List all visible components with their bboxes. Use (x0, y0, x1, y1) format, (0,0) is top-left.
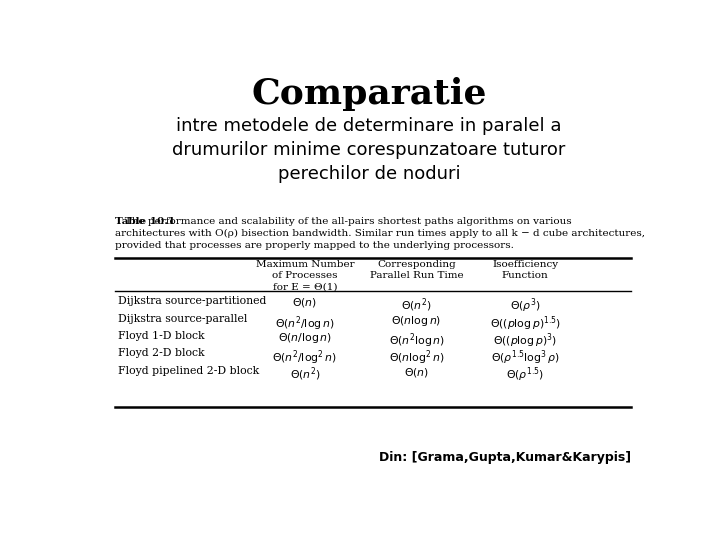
Text: Dijkstra source-parallel: Dijkstra source-parallel (118, 314, 247, 325)
Text: Maximum Number
of Processes
for E = Θ(1): Maximum Number of Processes for E = Θ(1) (256, 260, 354, 292)
Text: Floyd 1-D block: Floyd 1-D block (118, 331, 204, 341)
Text: Isoefficiency
Function: Isoefficiency Function (492, 260, 558, 280)
Text: $\Theta(n\log n)$: $\Theta(n\log n)$ (392, 314, 441, 328)
Text: $\Theta(n)$: $\Theta(n)$ (292, 296, 318, 309)
Text: $\Theta(n\log^2 n)$: $\Theta(n\log^2 n)$ (389, 348, 444, 367)
Text: Table 10.1: Table 10.1 (115, 217, 176, 226)
Text: $\Theta(\rho^{1.5})$: $\Theta(\rho^{1.5})$ (506, 366, 544, 384)
Text: $\Theta(\rho^{1.5}\log^3\rho)$: $\Theta(\rho^{1.5}\log^3\rho)$ (491, 348, 559, 367)
Text: $\Theta((p\log p)^{1.5})$: $\Theta((p\log p)^{1.5})$ (490, 314, 561, 333)
Text: $\Theta((p\log p)^3)$: $\Theta((p\log p)^3)$ (493, 331, 557, 349)
Text: Floyd 2-D block: Floyd 2-D block (118, 348, 204, 359)
Text: $\Theta(n^2)$: $\Theta(n^2)$ (401, 296, 432, 314)
Text: The performance and scalability of the all-pairs shortest paths algorithms on va: The performance and scalability of the a… (115, 217, 645, 250)
Text: $\Theta(n^2/\log^2 n)$: $\Theta(n^2/\log^2 n)$ (272, 348, 337, 367)
Text: $\Theta(n)$: $\Theta(n)$ (404, 366, 429, 379)
Text: $\Theta(n^2/\log n)$: $\Theta(n^2/\log n)$ (275, 314, 335, 333)
Text: Dijkstra source-partitioned: Dijkstra source-partitioned (118, 296, 266, 306)
Text: $\Theta(n/\log n)$: $\Theta(n/\log n)$ (278, 331, 332, 345)
Text: $\Theta(\rho^3)$: $\Theta(\rho^3)$ (510, 296, 541, 315)
Text: Corresponding
Parallel Run Time: Corresponding Parallel Run Time (369, 260, 463, 280)
Text: intre metodele de determinare in paralel a
drumurilor minime corespunzatoare tut: intre metodele de determinare in paralel… (172, 117, 566, 184)
Text: Din: [Grama,Gupta,Kumar&Karypis]: Din: [Grama,Gupta,Kumar&Karypis] (379, 451, 631, 464)
Text: $\Theta(n^2)$: $\Theta(n^2)$ (289, 366, 320, 383)
Text: Comparatie: Comparatie (251, 77, 487, 111)
Text: $\Theta(n^2\log n)$: $\Theta(n^2\log n)$ (389, 331, 444, 349)
Text: Floyd pipelined 2-D block: Floyd pipelined 2-D block (118, 366, 259, 376)
